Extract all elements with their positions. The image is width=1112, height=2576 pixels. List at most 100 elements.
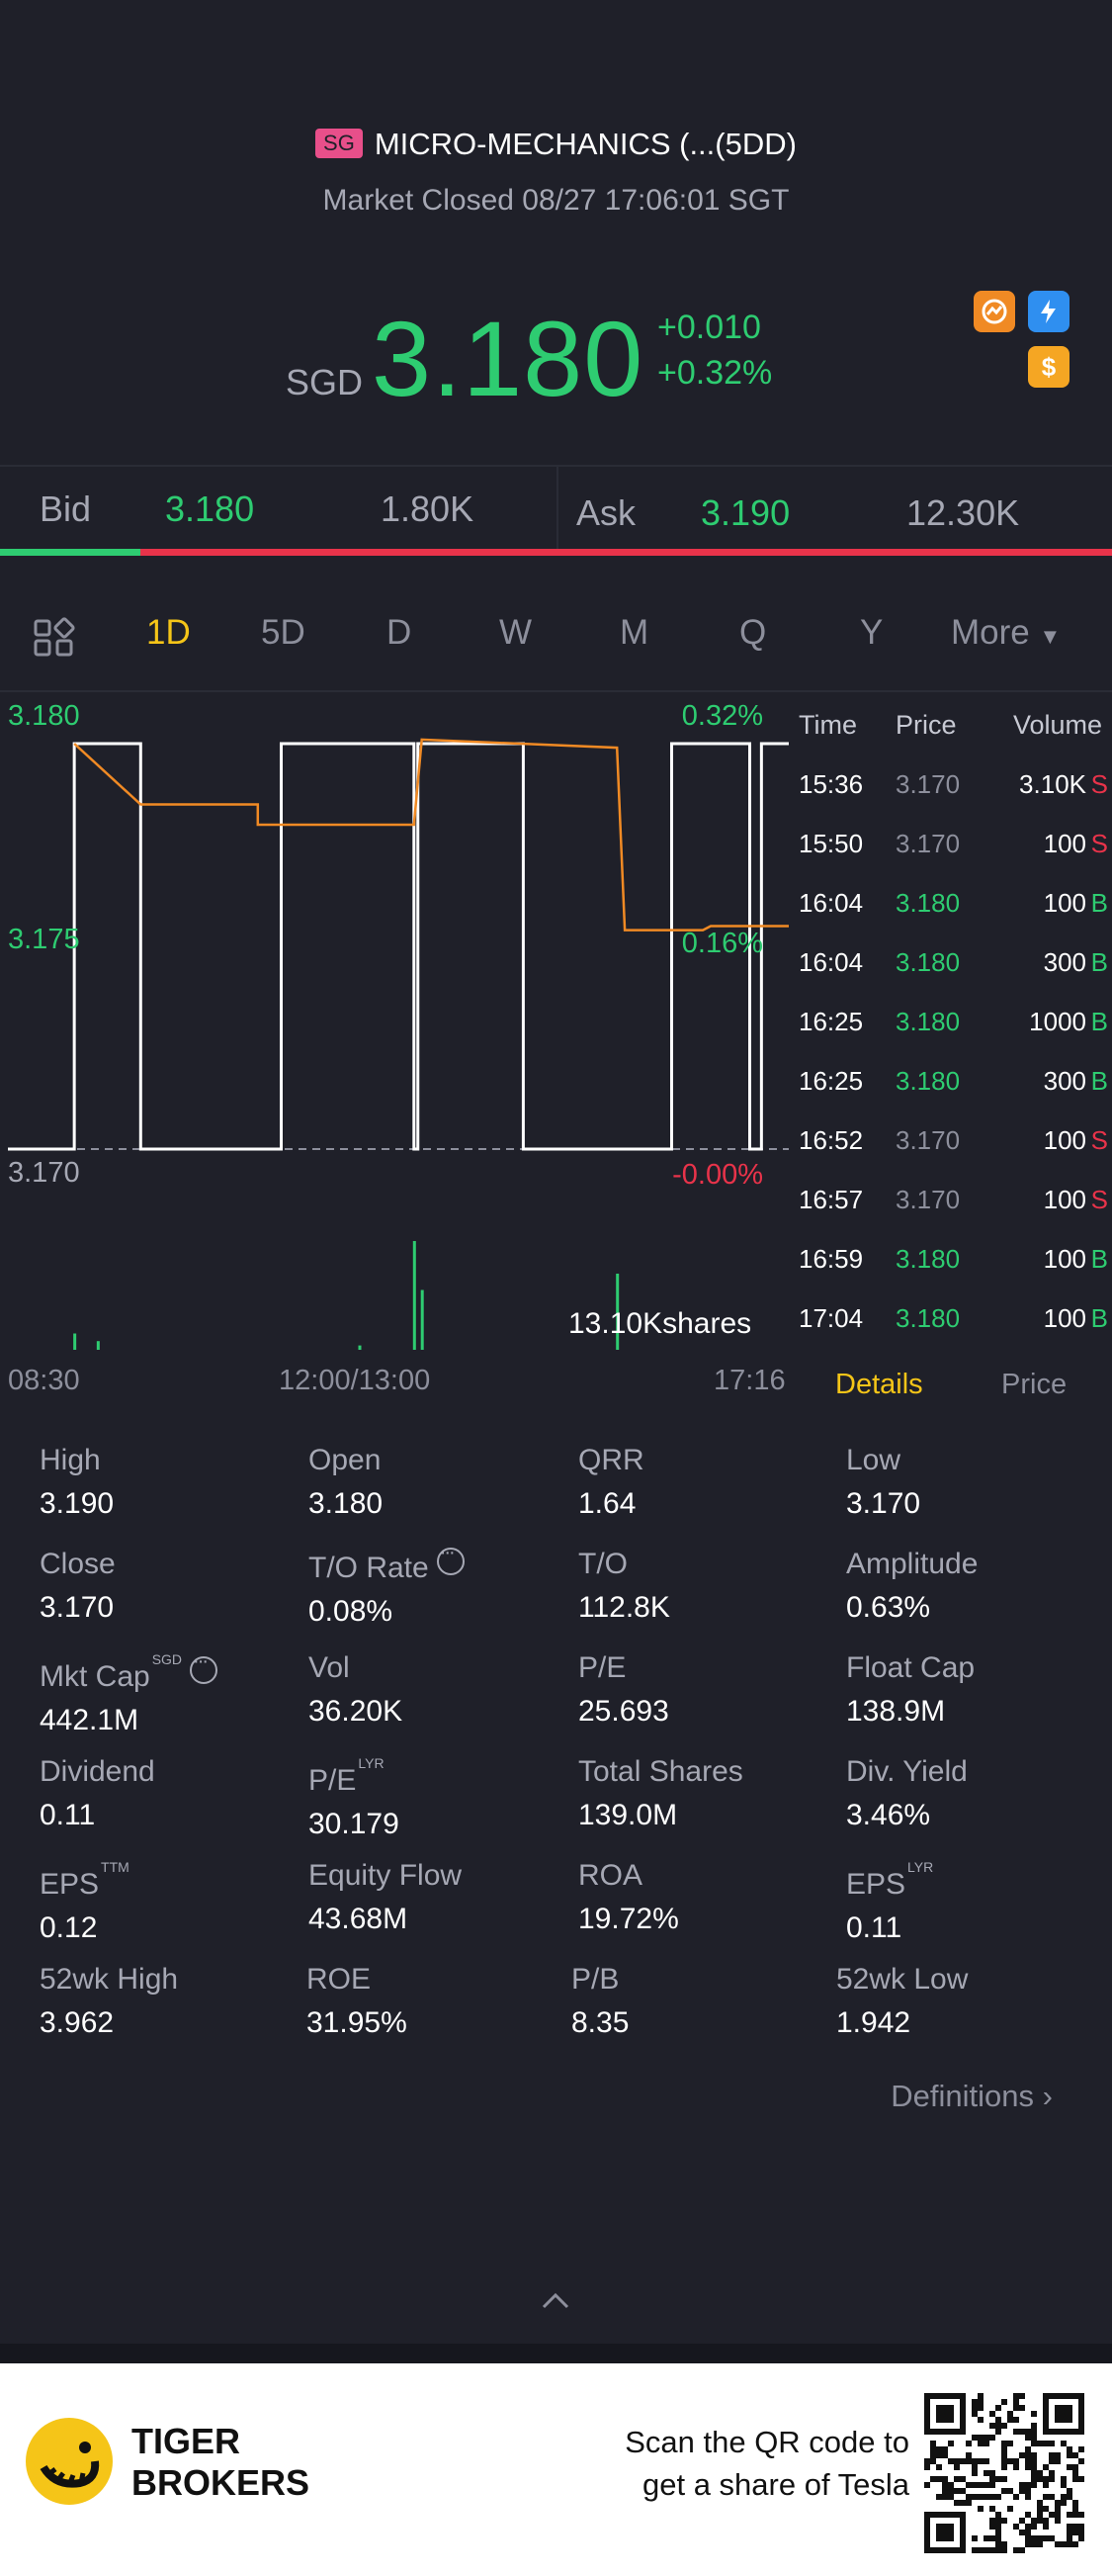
intraday-chart[interactable]: 3.180 3.175 3.170 0.32% 0.16% -0.00% 13.… [0, 692, 791, 1365]
qr-module [948, 2441, 954, 2446]
stat-key: ROE [306, 1963, 372, 1996]
brand-line1: TIGER [131, 2421, 241, 2461]
average-line [73, 738, 789, 932]
ticker-price: 3.180 [896, 1066, 961, 1096]
qr-module [1067, 2524, 1072, 2530]
collapse-up-icon[interactable] [534, 2279, 577, 2323]
ask-label: Ask [576, 492, 637, 533]
ticker-row: 16:04 3.180 100 B [791, 888, 1112, 947]
ticker-side: B [1090, 888, 1108, 918]
stat-key: P/E [578, 1651, 627, 1684]
tab-y[interactable]: Y [860, 613, 884, 652]
info-icon[interactable] [190, 1650, 218, 1684]
chart-layout-icon[interactable] [32, 615, 75, 664]
qr-module [995, 2530, 1001, 2535]
qr-module [1007, 2417, 1013, 2423]
stat-value: 139.0M [578, 1799, 678, 1831]
qr-module [1037, 2518, 1043, 2524]
tab-m[interactable]: M [620, 613, 649, 652]
qr-module [1025, 2488, 1031, 2494]
stat-total-shares: Total Shares 139.0M [578, 1755, 743, 1832]
stock-title[interactable]: SG MICRO-MECHANICS (...(5DD) [0, 127, 1112, 162]
qr-module [936, 2405, 954, 2423]
ticker-time: 15:50 [799, 829, 864, 858]
qr-module [995, 2535, 1001, 2541]
qr-module [1061, 2482, 1067, 2488]
info-icon[interactable] [436, 1542, 465, 1575]
qr-module [948, 2458, 954, 2464]
ticker-volume: 100 [1043, 1125, 1086, 1155]
stat-value: 0.08% [308, 1595, 393, 1628]
tab-1d[interactable]: 1D [146, 613, 191, 652]
qr-module [1055, 2506, 1061, 2512]
tab-5d[interactable]: 5D [261, 613, 305, 652]
ticker-time: 16:25 [799, 1007, 864, 1036]
tiger-logo-icon [26, 2418, 113, 2505]
tab-w[interactable]: W [499, 613, 533, 652]
qr-module [1031, 2541, 1037, 2547]
qr-module [1013, 2417, 1019, 2423]
qr-module [930, 2452, 936, 2458]
tab-more[interactable]: More ▼ [951, 613, 1061, 653]
lightning-icon[interactable] [1028, 291, 1069, 332]
qr-module [984, 2435, 989, 2441]
volume-bar [96, 1341, 100, 1350]
definitions-label: Definitions [891, 2079, 1035, 2113]
qr-module [1067, 2464, 1072, 2470]
qr-code-icon[interactable] [924, 2393, 1084, 2553]
options-icon[interactable] [974, 291, 1015, 332]
currency-label: SGD [286, 362, 364, 402]
stat-value: 43.68M [308, 1903, 408, 1935]
ticker-time: 16:52 [799, 1125, 864, 1155]
time-and-sales[interactable]: Time Price Volume 15:36 3.170 3.10K S 15:50 3… [791, 692, 1112, 1345]
stat-52wk-high: 52wk High 3.962 [40, 1963, 178, 2040]
tab-q[interactable]: Q [739, 613, 767, 652]
price-change: +0.010 [657, 309, 761, 346]
stat-key: Amplitude [846, 1548, 979, 1580]
qr-module [1072, 2476, 1078, 2482]
qr-module [1013, 2405, 1019, 2411]
qr-module [1049, 2452, 1055, 2458]
qr-module [1031, 2411, 1037, 2417]
qr-module [1043, 2464, 1049, 2470]
qr-module [954, 2458, 960, 2464]
bid-qty: 1.80K [381, 489, 474, 529]
qr-module [989, 2476, 995, 2482]
price-line [8, 742, 789, 1151]
qr-module [984, 2535, 989, 2541]
qr-module [989, 2435, 995, 2441]
qr-module [966, 2482, 972, 2488]
bid-ask-row: Bid 3.180 1.80K Ask 3.190 12.30K [0, 465, 1112, 554]
qr-module [1013, 2494, 1019, 2500]
qr-module [930, 2476, 936, 2482]
qr-module [1025, 2530, 1031, 2535]
stat-equity-flow: Equity Flow 43.68M [308, 1859, 462, 1936]
qr-module [1019, 2547, 1025, 2553]
qr-module [1013, 2399, 1019, 2405]
ticker-side: B [1090, 1303, 1108, 1333]
qr-module [1072, 2452, 1078, 2458]
qr-module [995, 2423, 1001, 2429]
stat-value: 0.11 [846, 1911, 902, 1944]
qr-module [1001, 2541, 1007, 2547]
tab-details[interactable]: Details [835, 1369, 923, 1400]
stat-key: High [40, 1444, 101, 1476]
definitions-link[interactable]: Definitions › [891, 2079, 1053, 2114]
qr-module [984, 2494, 989, 2500]
qr-module [1031, 2535, 1037, 2541]
dollar-icon[interactable]: $ [1028, 346, 1069, 388]
qr-module [948, 2482, 954, 2488]
qr-module [1043, 2441, 1049, 2446]
ticker-header-volume: Volume [1012, 710, 1102, 740]
qr-module [1001, 2441, 1007, 2446]
qr-module [1037, 2441, 1043, 2446]
qr-module [1031, 2482, 1037, 2488]
ticker-volume: 1000 [1029, 1007, 1086, 1036]
tab-d[interactable]: D [386, 613, 412, 652]
qr-module [1025, 2482, 1031, 2488]
qr-module [966, 2452, 972, 2458]
qr-module [1055, 2405, 1072, 2423]
qr-module [995, 2512, 1001, 2518]
tab-price[interactable]: Price [1001, 1369, 1068, 1400]
qr-module [1055, 2512, 1061, 2518]
